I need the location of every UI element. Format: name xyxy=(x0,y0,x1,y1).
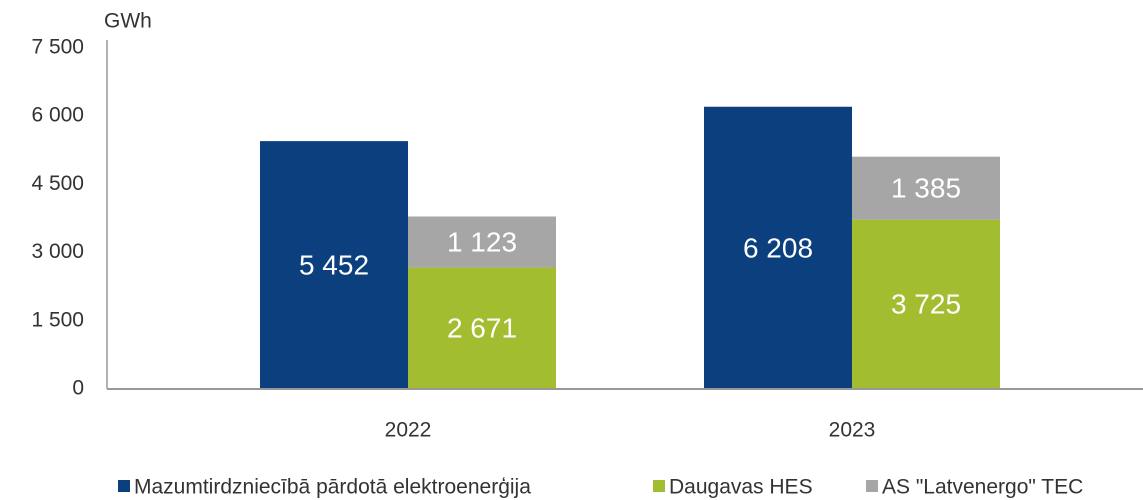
y-tick-label: 3 000 xyxy=(31,240,84,263)
y-tick-label: 1 500 xyxy=(31,308,84,331)
legend-label: Daugavas HES xyxy=(669,476,813,499)
value-label: 2 671 xyxy=(447,313,517,344)
y-tick-label: 4 500 xyxy=(31,172,84,195)
legend-swatch xyxy=(118,480,130,492)
legend-label: AS "Latvenergo" TEC xyxy=(882,476,1083,499)
bar xyxy=(704,106,852,390)
legend-swatch xyxy=(653,480,665,492)
y-tick-label: 7 500 xyxy=(31,36,84,59)
bar xyxy=(408,267,556,389)
value-label: 5 452 xyxy=(299,249,369,280)
legend-label: Mazumtirdzniecībā pārdotā elektroenerģij… xyxy=(134,476,531,499)
bar xyxy=(852,219,1000,389)
legend-swatch xyxy=(866,480,878,492)
value-label: 6 208 xyxy=(743,232,813,263)
bar xyxy=(260,141,408,389)
value-label: 1 123 xyxy=(447,226,517,257)
y-tick-label: 6 000 xyxy=(31,104,84,127)
x-tick-label: 2022 xyxy=(385,419,432,442)
bar xyxy=(852,156,1000,220)
x-tick-label: 2023 xyxy=(829,419,876,442)
value-label: 1 385 xyxy=(891,173,961,204)
y-tick-label: 0 xyxy=(72,377,84,400)
y-axis-label: GWh xyxy=(104,10,152,33)
value-label: 3 725 xyxy=(891,289,961,320)
bar xyxy=(408,216,556,268)
